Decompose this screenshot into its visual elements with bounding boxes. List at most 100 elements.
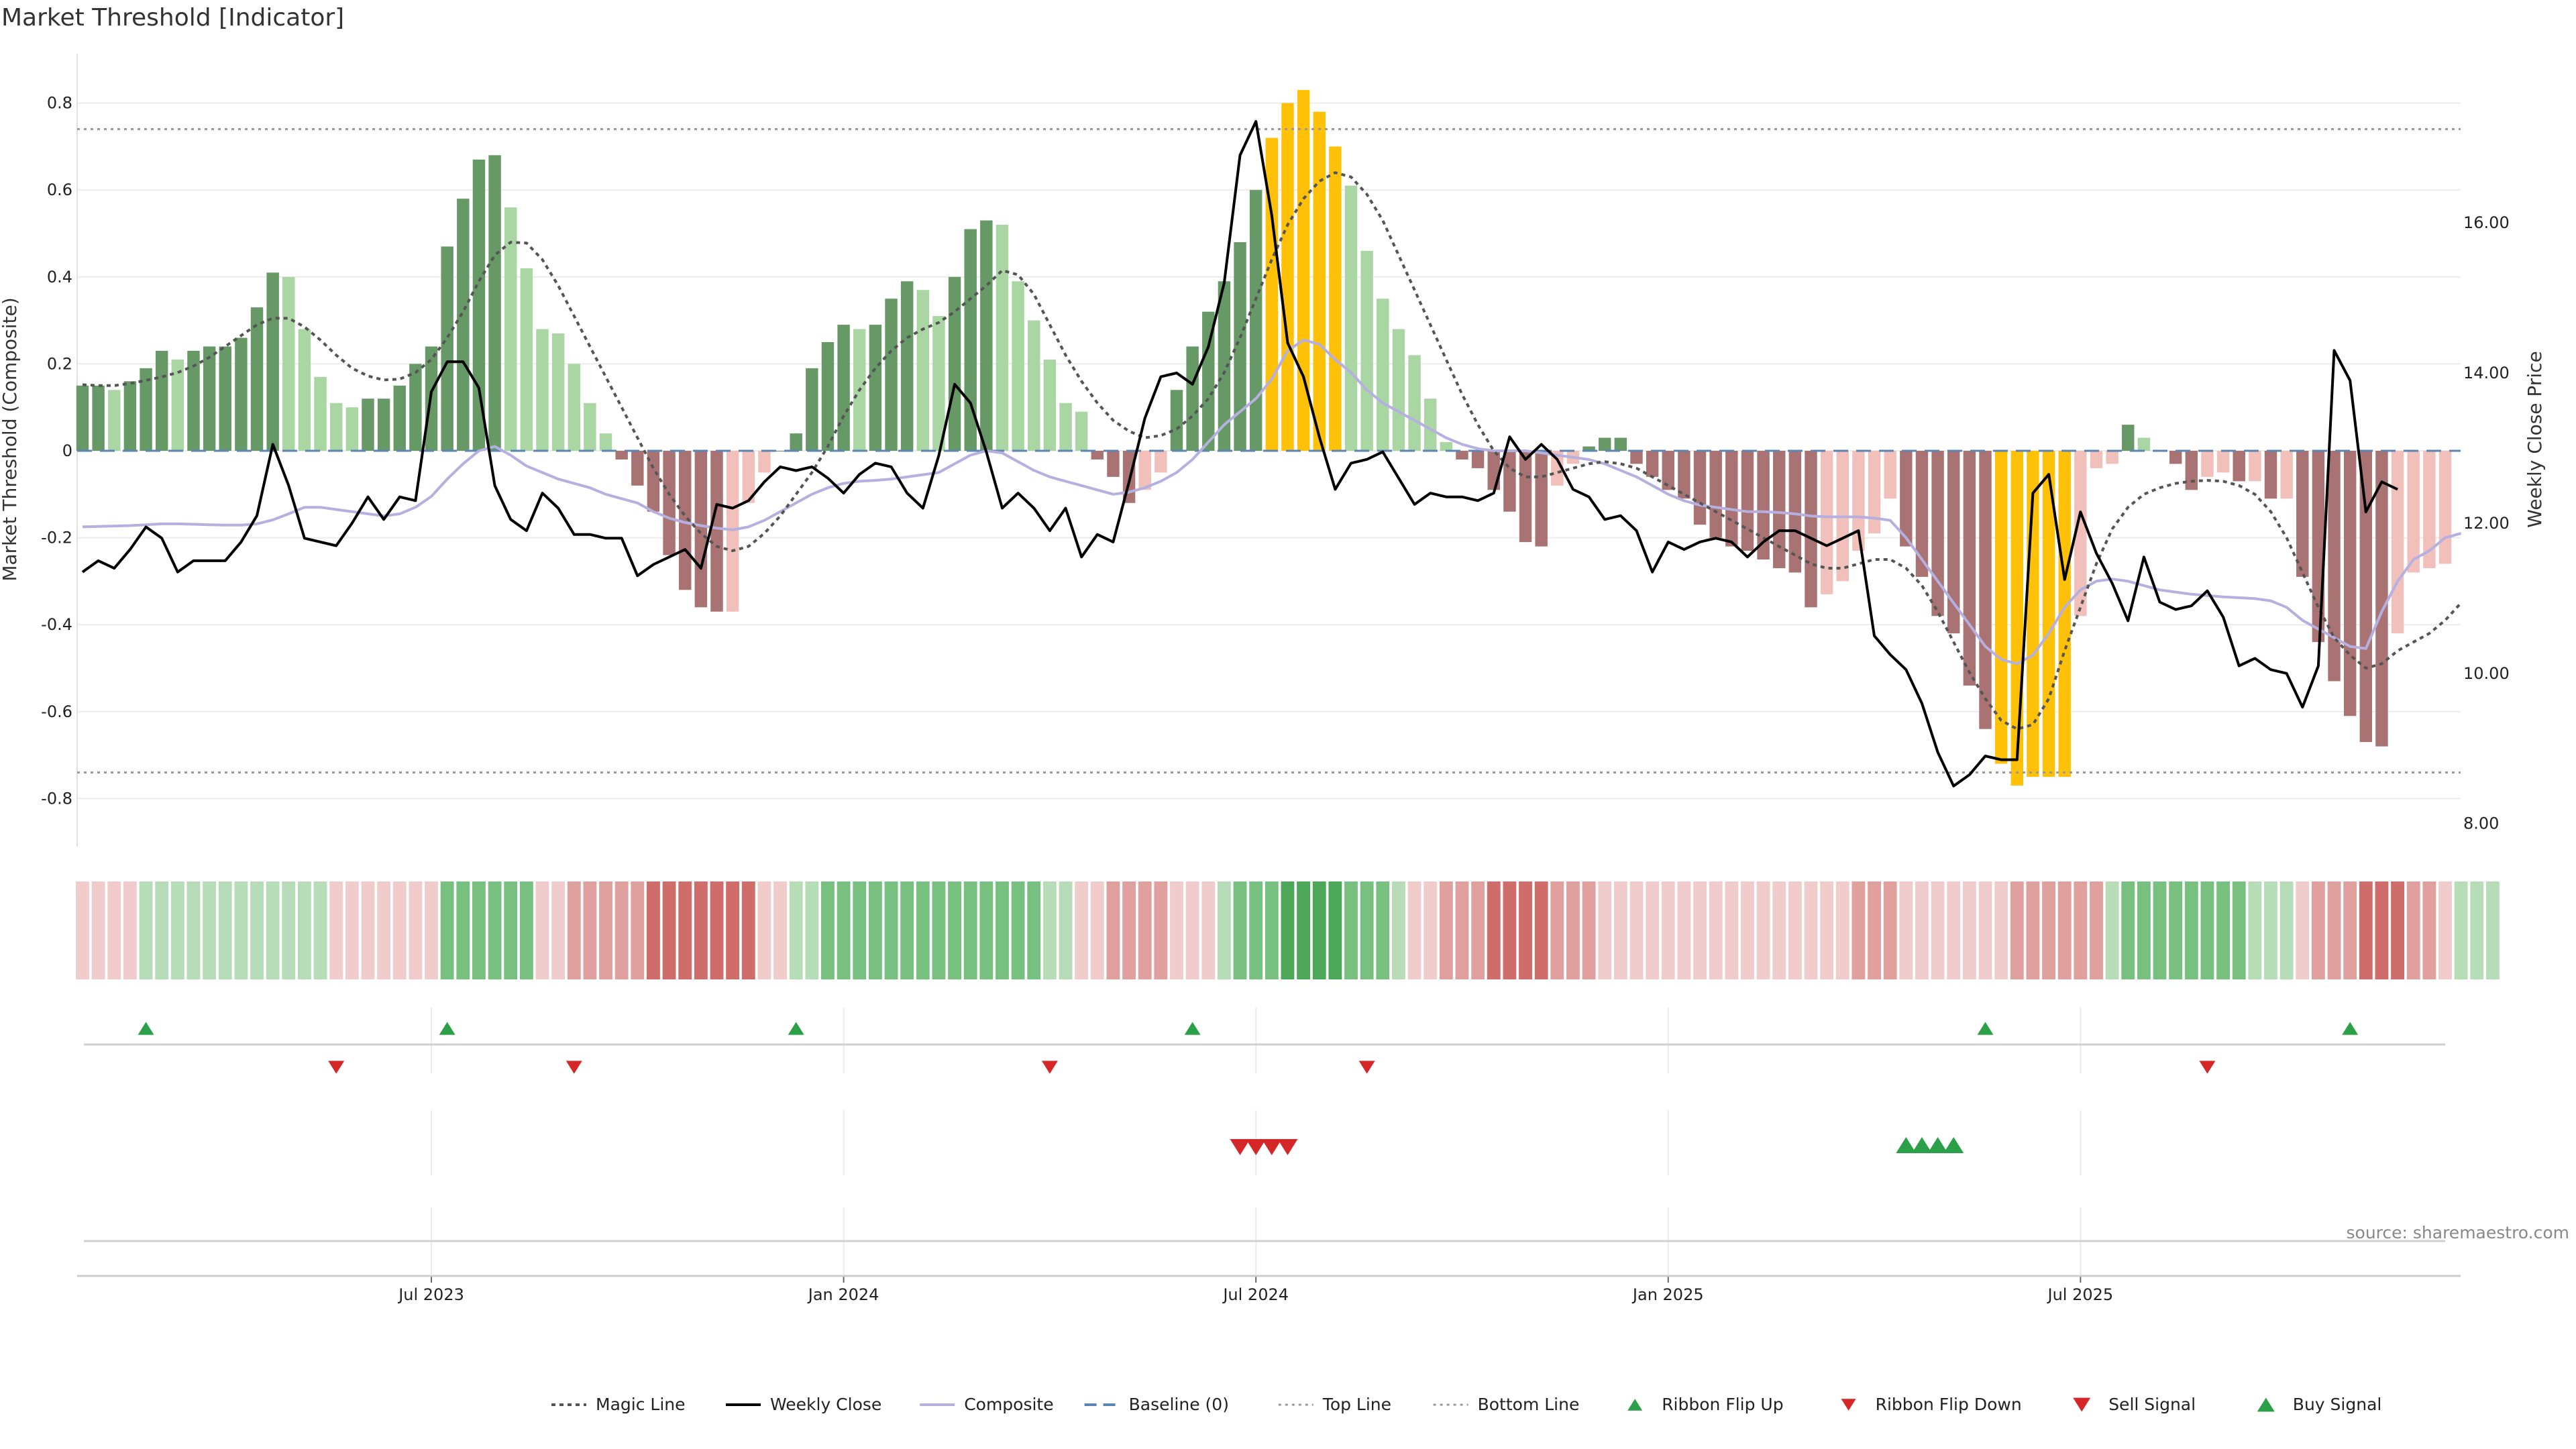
- composite-bar: [551, 333, 565, 451]
- composite-bar: [140, 368, 152, 451]
- sell-signal-marker: [1230, 1139, 1250, 1155]
- composite-bar: [900, 281, 914, 451]
- ribbon-cell: [2438, 881, 2452, 979]
- ribbon-cell: [1217, 881, 1231, 979]
- composite-bar: [806, 368, 818, 451]
- composite-bar: [314, 376, 327, 451]
- y-axis-label-left: Market Threshold (Composite): [0, 297, 21, 581]
- composite-bar: [2328, 451, 2341, 682]
- ribbon-cell: [1154, 881, 1168, 979]
- composite-bar: [2280, 451, 2293, 499]
- buy-signal-marker: [1896, 1137, 1917, 1153]
- composite-bar: [964, 229, 977, 451]
- ribbon-cell: [773, 881, 787, 979]
- ribbon-cell: [1677, 881, 1691, 979]
- legend-label: Composite: [964, 1395, 1053, 1414]
- composite-bar: [2074, 451, 2087, 616]
- composite-bar: [2249, 451, 2261, 482]
- x-tick-label: Jan 2025: [1631, 1285, 1704, 1304]
- composite-bar: [790, 433, 802, 451]
- composite-bar: [1678, 451, 1690, 499]
- ribbon-flip-up-marker: [1184, 1022, 1201, 1035]
- ribbon-flip-up-marker: [1977, 1022, 1994, 1035]
- x-tick-label: Jul 2023: [397, 1285, 464, 1304]
- composite-bar: [916, 290, 930, 451]
- ribbon-cell: [1360, 881, 1374, 979]
- composite-bar: [1614, 437, 1627, 451]
- composite-bar: [457, 199, 470, 451]
- legend-item-close: Weekly Close: [726, 1395, 881, 1414]
- composite-bar: [1725, 451, 1738, 547]
- x-tick-label: Jul 2025: [2046, 1285, 2113, 1304]
- composite-bar: [2343, 451, 2357, 716]
- composite-bar: [1994, 451, 2008, 764]
- ribbon-cell: [488, 881, 502, 979]
- ribbon-cell: [250, 881, 264, 979]
- composite-bar: [663, 451, 676, 555]
- composite-bar: [885, 299, 898, 451]
- legend-item-baseline: Baseline (0): [1084, 1395, 1229, 1414]
- ribbon-cell: [868, 881, 882, 979]
- composite-bar: [155, 350, 168, 451]
- composite-bar: [2233, 451, 2245, 482]
- composite-line: [82, 338, 2462, 665]
- composite-bar: [298, 329, 311, 451]
- ribbon-cell: [710, 881, 724, 979]
- ribbon-cell: [2057, 881, 2072, 979]
- y-tick-right: 8.00: [2463, 814, 2499, 833]
- ribbon-cell: [662, 881, 676, 979]
- ribbon-cell: [1471, 881, 1485, 979]
- legend: Magic Line Weekly Close Composite Baseline …: [551, 1395, 2381, 1414]
- composite-bar: [1551, 451, 1564, 486]
- composite-bar: [2137, 437, 2151, 451]
- ribbon-cell: [1391, 881, 1405, 979]
- ribbon-cell: [726, 881, 740, 979]
- composite-bar: [1012, 281, 1024, 451]
- ribbon-cell: [472, 881, 486, 979]
- legend-label: Buy Signal: [2293, 1395, 2382, 1414]
- composite-bar: [76, 385, 89, 451]
- composite-bar: [2010, 451, 2024, 786]
- ribbon-cell: [551, 881, 566, 979]
- ribbon-cell: [2454, 881, 2468, 979]
- composite-bar: [742, 451, 755, 503]
- composite-bar: [1487, 451, 1500, 490]
- ribbon-cell: [1994, 881, 2008, 979]
- composite-bar: [108, 390, 121, 451]
- sell-signal-marker: [1261, 1139, 1282, 1155]
- ribbon-cell: [963, 881, 977, 979]
- ribbon-cell: [1566, 881, 1580, 979]
- y-tick-left: 0.8: [47, 94, 72, 113]
- ribbon-cell: [409, 881, 423, 979]
- ribbon-cell: [519, 881, 533, 979]
- ribbon-cell: [155, 881, 169, 979]
- composite-bar: [1868, 451, 1881, 534]
- ribbon-cell: [948, 881, 961, 979]
- ribbon-cell: [1661, 881, 1675, 979]
- composite-bar: [1107, 451, 1120, 477]
- ribbon-cell: [2296, 881, 2310, 979]
- composite-bar: [1234, 241, 1246, 451]
- composite-bar: [1503, 451, 1516, 512]
- ribbon-cell: [2264, 881, 2277, 979]
- ribbon-cell: [2074, 881, 2088, 979]
- ribbon-cell: [1550, 881, 1564, 979]
- ribbon-flip-up-marker: [439, 1022, 455, 1035]
- composite-bar: [92, 385, 105, 451]
- ribbon-cell: [853, 881, 867, 979]
- composite-bar: [1377, 299, 1389, 451]
- composite-bar: [1646, 451, 1659, 477]
- ribbon-cell: [2200, 881, 2214, 979]
- composite-bar: [1915, 451, 1929, 577]
- ribbon-cell: [123, 881, 137, 979]
- ribbon-cell: [884, 881, 898, 979]
- legend-label: Ribbon Flip Down: [1876, 1395, 2022, 1414]
- ribbon-cell: [1201, 881, 1216, 979]
- ribbon-cell: [329, 881, 343, 979]
- ribbon-cell: [361, 881, 375, 979]
- ribbon-cell: [1851, 881, 1866, 979]
- ribbon-cell: [203, 881, 217, 979]
- ribbon-cell: [2169, 881, 2183, 979]
- composite-bar: [1963, 451, 1976, 686]
